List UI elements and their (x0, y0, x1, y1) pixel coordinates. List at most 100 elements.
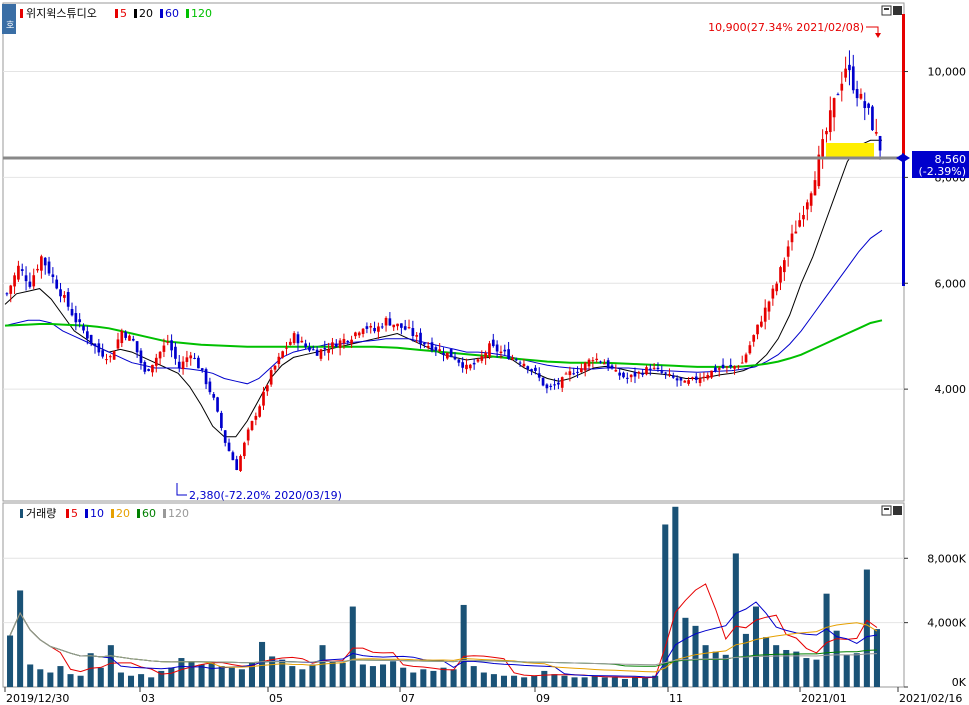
candle-body (694, 376, 698, 380)
volume-bar (511, 675, 518, 687)
legend-label-10: 10 (90, 507, 104, 520)
candle-body (262, 391, 265, 406)
candle-body (783, 260, 786, 273)
candle-body (476, 359, 480, 362)
volume-bar (793, 651, 800, 687)
candle-body (851, 66, 855, 91)
volume-bar (289, 666, 296, 687)
candle-body (97, 343, 101, 353)
price-legend: 호 위지윅스튜디오 5 20 60 120 (2, 4, 212, 34)
x-tick-label: 11 (669, 692, 683, 705)
low-range-bar (902, 158, 905, 286)
volume-bar (188, 661, 195, 687)
settings-icon[interactable] (2, 4, 16, 34)
x-tick-label: 2021/01 (801, 692, 847, 705)
candle-body (825, 130, 828, 135)
volume-bar (692, 625, 699, 687)
volume-bar (652, 675, 659, 687)
price-tick-label: 10,000 (928, 66, 967, 79)
candle-body (47, 261, 51, 274)
volume-bar (500, 675, 508, 687)
candle-body (606, 360, 610, 369)
volume-bar (541, 670, 548, 687)
volume-bar (218, 666, 225, 687)
candle-body (273, 365, 277, 370)
close-icon[interactable] (893, 506, 902, 515)
candle-body (396, 323, 399, 327)
candle-body (756, 324, 759, 335)
candle-body (174, 346, 177, 359)
volume-bar (551, 674, 558, 687)
candle-body (610, 365, 614, 369)
close-icon[interactable] (893, 6, 902, 15)
candle-body (798, 220, 802, 227)
candle-body (300, 340, 304, 343)
candle-body (308, 346, 311, 351)
volume-bar (813, 659, 820, 687)
moving-average-lines (4, 139, 883, 438)
volume-bar (803, 658, 810, 687)
candle-body (365, 326, 369, 329)
candle-body (285, 347, 288, 349)
candle-body (595, 358, 599, 361)
volume-bar (67, 674, 74, 687)
volume-bar (248, 662, 255, 687)
settings-icon-glyph: 호 (6, 20, 14, 31)
minimize-icon[interactable] (881, 5, 892, 16)
volume-bar (7, 635, 14, 687)
volume-bar (47, 672, 54, 687)
x-tick-label: 2019/12/30 (6, 692, 69, 705)
highlight-box (826, 143, 874, 158)
candle-body (112, 351, 116, 360)
volume-bar (138, 674, 145, 687)
candle-body (319, 349, 323, 359)
price-panel-frame (2, 2, 905, 502)
candle-body (82, 325, 85, 331)
min-annotation: 2,380(-72.20% 2020/03/19) (189, 489, 342, 502)
candle-body (752, 335, 756, 342)
minimize-icon[interactable] (881, 505, 892, 516)
volume-bar (117, 672, 124, 687)
volume-bar (823, 593, 830, 687)
candle-body (591, 360, 595, 362)
candle-body (468, 364, 472, 369)
candle-body (867, 103, 870, 108)
candle-body (423, 343, 426, 345)
candle-body (166, 341, 170, 343)
legend-label-120: 120 (191, 7, 212, 20)
candle-body (32, 275, 36, 287)
volume-bar (158, 670, 165, 687)
candle-body (461, 362, 464, 368)
candle-body (874, 131, 878, 134)
candle-body (572, 373, 576, 375)
candle-body (698, 378, 702, 383)
candle-body (51, 274, 55, 277)
price-gridlines (3, 71, 904, 390)
candle-body (40, 256, 43, 271)
max-annotation: 10,900(27.34% 2021/02/08) (708, 21, 864, 34)
legend-swatch-120 (186, 9, 189, 18)
volume-bar (259, 641, 266, 687)
candle-body (518, 362, 522, 364)
candle-body (5, 293, 9, 295)
candle-body (334, 343, 338, 347)
price-tick-label: 4,000 (935, 383, 967, 396)
current-price-change: (-2.39%) (919, 165, 967, 178)
candle-body (17, 265, 20, 280)
volume-tick-label: 8,000K (927, 552, 966, 565)
candle-body (844, 68, 847, 78)
candle-body (859, 93, 863, 99)
volume-bar (783, 649, 790, 687)
x-tick-label: 09 (536, 692, 550, 705)
candle-body (706, 375, 710, 379)
volume-bars (7, 506, 880, 687)
candle-body (729, 364, 733, 367)
price-tick-label: 6,000 (935, 277, 967, 290)
candle-body (645, 367, 648, 375)
candle-body (763, 307, 767, 322)
candle-body (629, 374, 633, 378)
candle-body (93, 343, 97, 347)
legend-label-60: 60 (142, 507, 156, 520)
volume-bar (87, 653, 94, 687)
